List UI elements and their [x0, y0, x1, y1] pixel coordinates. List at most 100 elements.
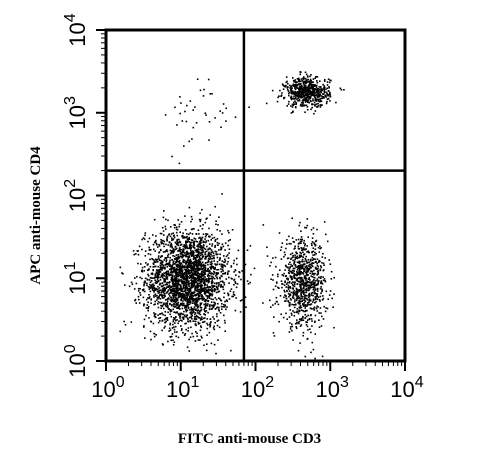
event-dot: [269, 299, 271, 302]
event-dot: [294, 81, 297, 83]
event-dot: [188, 238, 191, 240]
event-dot: [313, 101, 316, 104]
event-dot: [181, 282, 183, 285]
event-dot: [209, 293, 211, 296]
event-dot: [205, 234, 208, 237]
event-dot: [209, 289, 211, 291]
event-dot: [158, 295, 160, 298]
event-dot: [153, 287, 155, 289]
event-dot: [285, 247, 287, 250]
event-dot: [204, 262, 207, 264]
event-dot: [327, 90, 330, 92]
event-dot: [177, 303, 179, 305]
event-dot: [217, 302, 219, 305]
event-dot: [186, 302, 188, 305]
event-dot: [163, 303, 165, 306]
event-dot: [124, 324, 127, 326]
event-dot: [206, 318, 208, 320]
event-dot: [195, 122, 198, 124]
event-dot: [192, 298, 195, 300]
event-dot: [311, 320, 313, 322]
event-dot: [183, 302, 185, 305]
event-dot: [196, 255, 198, 257]
event-dot: [157, 288, 159, 290]
event-dot: [289, 87, 291, 89]
event-dot: [185, 304, 187, 307]
event-dot: [213, 301, 215, 304]
event-dot: [139, 288, 141, 290]
event-dot: [313, 279, 315, 281]
event-dot: [319, 90, 322, 93]
event-dot: [303, 86, 305, 89]
event-dot: [189, 269, 191, 272]
event-dot: [305, 73, 308, 76]
event-dot: [156, 272, 158, 275]
event-dot: [304, 284, 307, 286]
event-dot: [196, 262, 198, 264]
event-dot: [199, 304, 201, 307]
event-dot: [173, 236, 176, 239]
event-dot: [307, 95, 309, 98]
event-dot: [300, 300, 303, 303]
event-dot: [318, 100, 320, 102]
event-dot: [169, 245, 172, 248]
event-dot: [321, 93, 324, 95]
event-dot: [291, 97, 294, 100]
event-dot: [211, 243, 214, 245]
event-dot: [174, 106, 176, 109]
event-dot: [321, 256, 324, 258]
event-dot: [174, 283, 176, 285]
event-dot: [175, 300, 177, 303]
event-dot: [143, 304, 145, 307]
event-dot: [221, 275, 223, 278]
event-dot: [196, 245, 198, 247]
event-dot: [192, 308, 195, 311]
event-dot: [143, 290, 146, 293]
event-dot: [168, 241, 171, 243]
event-dot: [232, 262, 235, 265]
event-dot: [307, 302, 309, 304]
event-dot: [303, 244, 306, 247]
event-dot: [324, 78, 326, 81]
event-dot: [174, 277, 176, 279]
event-dot: [327, 95, 329, 97]
event-dot: [291, 329, 293, 332]
event-dot: [153, 335, 156, 338]
event-dot: [194, 285, 196, 287]
event-dot: [156, 276, 159, 279]
event-dot: [300, 288, 303, 291]
event-dot: [205, 114, 207, 116]
event-dot: [203, 303, 205, 306]
event-dot: [133, 288, 136, 290]
event-dot: [272, 332, 275, 334]
event-dot: [137, 287, 140, 290]
event-dot: [153, 284, 155, 287]
event-dot: [318, 326, 321, 328]
event-dot: [298, 93, 301, 95]
event-dot: [308, 87, 311, 90]
event-dot: [294, 91, 296, 94]
event-dot: [165, 271, 167, 274]
event-dot: [175, 277, 177, 280]
event-dot: [296, 252, 298, 255]
event-dot: [180, 296, 182, 298]
event-dot: [299, 255, 301, 258]
event-dot: [270, 306, 272, 308]
event-dot: [227, 244, 229, 247]
event-dot: [316, 81, 319, 84]
event-dot: [202, 298, 205, 300]
event-dot: [285, 81, 288, 84]
event-dot: [154, 316, 156, 318]
event-dot: [191, 294, 194, 297]
event-dot: [312, 348, 315, 351]
event-dot: [325, 102, 328, 105]
event-dot: [323, 264, 325, 266]
event-dot: [311, 276, 314, 278]
event-dot: [215, 251, 218, 253]
event-dot: [175, 293, 177, 295]
event-dot: [297, 267, 299, 270]
event-dot: [209, 256, 211, 258]
event-dot: [323, 278, 326, 280]
event-dot: [208, 278, 211, 280]
event-dot: [301, 290, 304, 293]
